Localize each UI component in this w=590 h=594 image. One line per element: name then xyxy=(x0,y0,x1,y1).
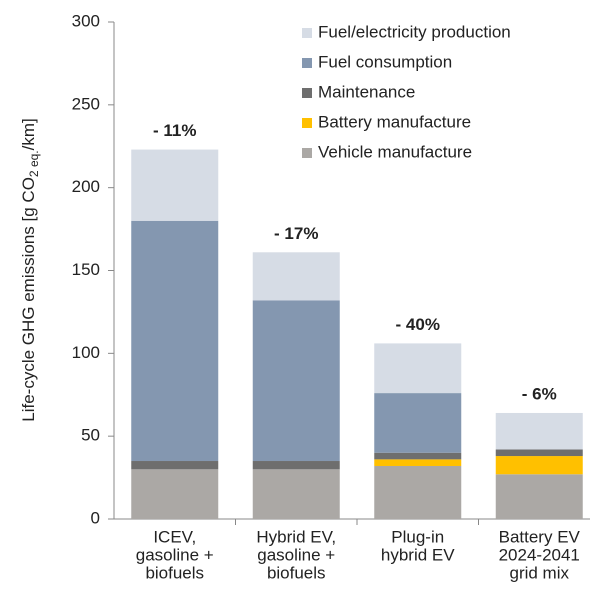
bar-segment xyxy=(374,343,462,394)
bar-segment xyxy=(495,449,583,457)
bar-segment xyxy=(131,149,219,221)
y-axis-label: Life-cycle GHG emissions [g CO2 eq./km] xyxy=(19,118,41,422)
bar-segment xyxy=(252,300,340,462)
x-tick-label: Battery EV xyxy=(499,527,581,546)
bar-segment xyxy=(495,412,583,450)
x-tick-label: Hybrid EV, xyxy=(256,527,336,546)
legend-swatch xyxy=(302,28,312,38)
legend-label: Fuel consumption xyxy=(318,52,452,71)
annotation: - 6% xyxy=(522,384,557,403)
x-tick-label: biofuels xyxy=(145,563,204,582)
bar-segment xyxy=(374,393,462,453)
bar-segment xyxy=(131,220,219,462)
y-tick-label: 200 xyxy=(72,177,100,196)
x-tick-label: grid mix xyxy=(509,563,569,582)
x-tick-label: Plug-in xyxy=(391,527,444,546)
legend-label: Maintenance xyxy=(318,82,415,101)
bar-segment xyxy=(495,456,583,475)
x-tick-label: hybrid EV xyxy=(381,545,455,564)
legend-label: Battery manufacture xyxy=(318,112,471,131)
annotation: - 40% xyxy=(396,315,440,334)
y-tick-label: 250 xyxy=(72,94,100,113)
x-tick-label: biofuels xyxy=(267,563,326,582)
bar-segment xyxy=(131,469,219,519)
x-tick-label: ICEV, xyxy=(153,527,196,546)
bar-segment xyxy=(374,465,462,519)
bar-segment xyxy=(252,461,340,470)
x-tick-label: 2024-2041 xyxy=(499,545,580,564)
bar-segment xyxy=(131,461,219,470)
y-tick-label: 100 xyxy=(72,343,100,362)
bar-segment xyxy=(374,459,462,466)
legend-swatch xyxy=(302,88,312,98)
y-tick-label: 150 xyxy=(72,260,100,279)
bar-segment xyxy=(252,469,340,519)
x-tick-label: gasoline + xyxy=(136,545,214,564)
y-tick-label: 0 xyxy=(91,508,100,527)
annotation: - 11% xyxy=(153,121,196,140)
legend-label: Vehicle manufacture xyxy=(318,142,472,161)
y-tick-label: 50 xyxy=(81,426,100,445)
x-tick-label: gasoline + xyxy=(257,545,335,564)
annotation: - 17% xyxy=(274,224,318,243)
legend-swatch xyxy=(302,148,312,158)
legend-swatch xyxy=(302,118,312,128)
legend-label: Fuel/electricity production xyxy=(318,22,511,41)
bar-segment xyxy=(374,452,462,460)
bar-segment xyxy=(495,474,583,519)
bar-segment xyxy=(252,252,340,301)
y-tick-label: 300 xyxy=(72,11,100,30)
legend-swatch xyxy=(302,58,312,68)
